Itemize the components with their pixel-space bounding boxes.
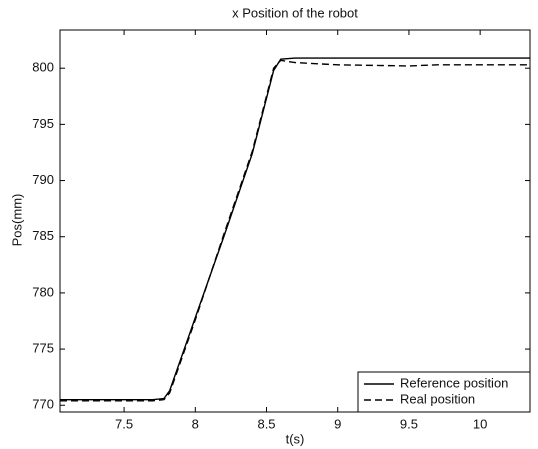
line	[60, 57, 530, 401]
y-tick-label: 775	[32, 341, 54, 356]
x-tick-label: 8.5	[257, 416, 275, 431]
legend-label: Real position	[400, 391, 475, 406]
line	[60, 59, 530, 402]
y-tick-label: 795	[32, 116, 54, 131]
y-axis-label: Pos(mm)	[9, 194, 24, 247]
x-tick-label: 10	[473, 416, 487, 431]
x-tick-label: 7.5	[115, 416, 133, 431]
x-axis-label: t(s)	[286, 431, 305, 446]
legend-label: Reference position	[400, 375, 508, 390]
y-tick-label: 790	[32, 172, 54, 187]
x-tick-label: 9.5	[400, 416, 418, 431]
y-tick-label: 785	[32, 228, 54, 243]
x-tick-label: 8	[192, 416, 199, 431]
y-tick-label: 800	[32, 60, 54, 75]
y-tick-label: 780	[32, 284, 54, 299]
chart-title: x Position of the robot	[232, 5, 358, 20]
plot-area	[59, 29, 531, 413]
legend-box	[357, 371, 531, 413]
y-tick-label: 770	[32, 397, 54, 412]
x-tick-label: 9	[334, 416, 341, 431]
